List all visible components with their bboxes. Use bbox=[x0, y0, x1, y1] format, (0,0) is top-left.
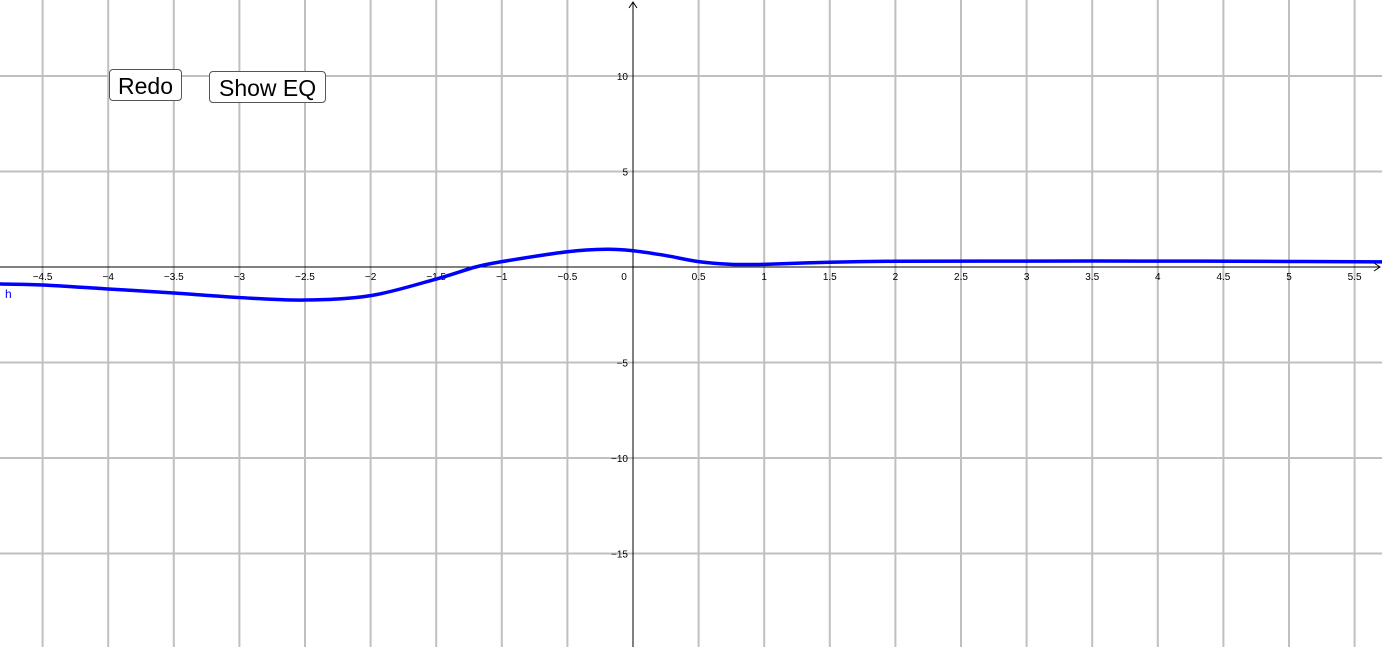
y-tick-label: −5 bbox=[617, 359, 629, 370]
x-tick-label: 4 bbox=[1155, 272, 1161, 283]
x-tick-label: −3.5 bbox=[164, 272, 184, 283]
x-tick-label: 3.5 bbox=[1085, 272, 1099, 283]
y-tick-label: 5 bbox=[622, 168, 628, 179]
x-tick-label: 1 bbox=[761, 272, 767, 283]
x-tick-label: −1 bbox=[496, 272, 508, 283]
y-tick-label: −10 bbox=[611, 454, 628, 465]
x-tick-label: 5 bbox=[1286, 272, 1292, 283]
x-tick-label: 0 bbox=[621, 272, 627, 283]
series-label: h bbox=[5, 287, 12, 301]
y-tick-label: 10 bbox=[617, 72, 629, 83]
y-tick-label: −15 bbox=[611, 550, 628, 561]
x-tick-label: −2 bbox=[365, 272, 377, 283]
show-eq-button[interactable]: Show EQ bbox=[209, 71, 327, 103]
x-tick-label: 5.5 bbox=[1348, 272, 1362, 283]
x-tick-label: −0.5 bbox=[558, 272, 578, 283]
x-tick-label: 0.5 bbox=[692, 272, 706, 283]
x-tick-label: 2 bbox=[893, 272, 899, 283]
x-tick-label: −4.5 bbox=[33, 272, 53, 283]
y-axis-arrow bbox=[628, 1, 638, 9]
x-axis-arrow bbox=[1373, 262, 1381, 272]
x-tick-label: −4 bbox=[102, 272, 114, 283]
x-tick-label: 1.5 bbox=[823, 272, 837, 283]
x-tick-label: 3 bbox=[1024, 272, 1030, 283]
x-tick-label: 2.5 bbox=[954, 272, 968, 283]
x-tick-label: −3 bbox=[234, 272, 246, 283]
x-tick-label: 4.5 bbox=[1216, 272, 1230, 283]
x-tick-label: −2.5 bbox=[295, 272, 315, 283]
function-curve-h bbox=[0, 247, 1382, 302]
redo-button[interactable]: Redo bbox=[109, 69, 182, 101]
